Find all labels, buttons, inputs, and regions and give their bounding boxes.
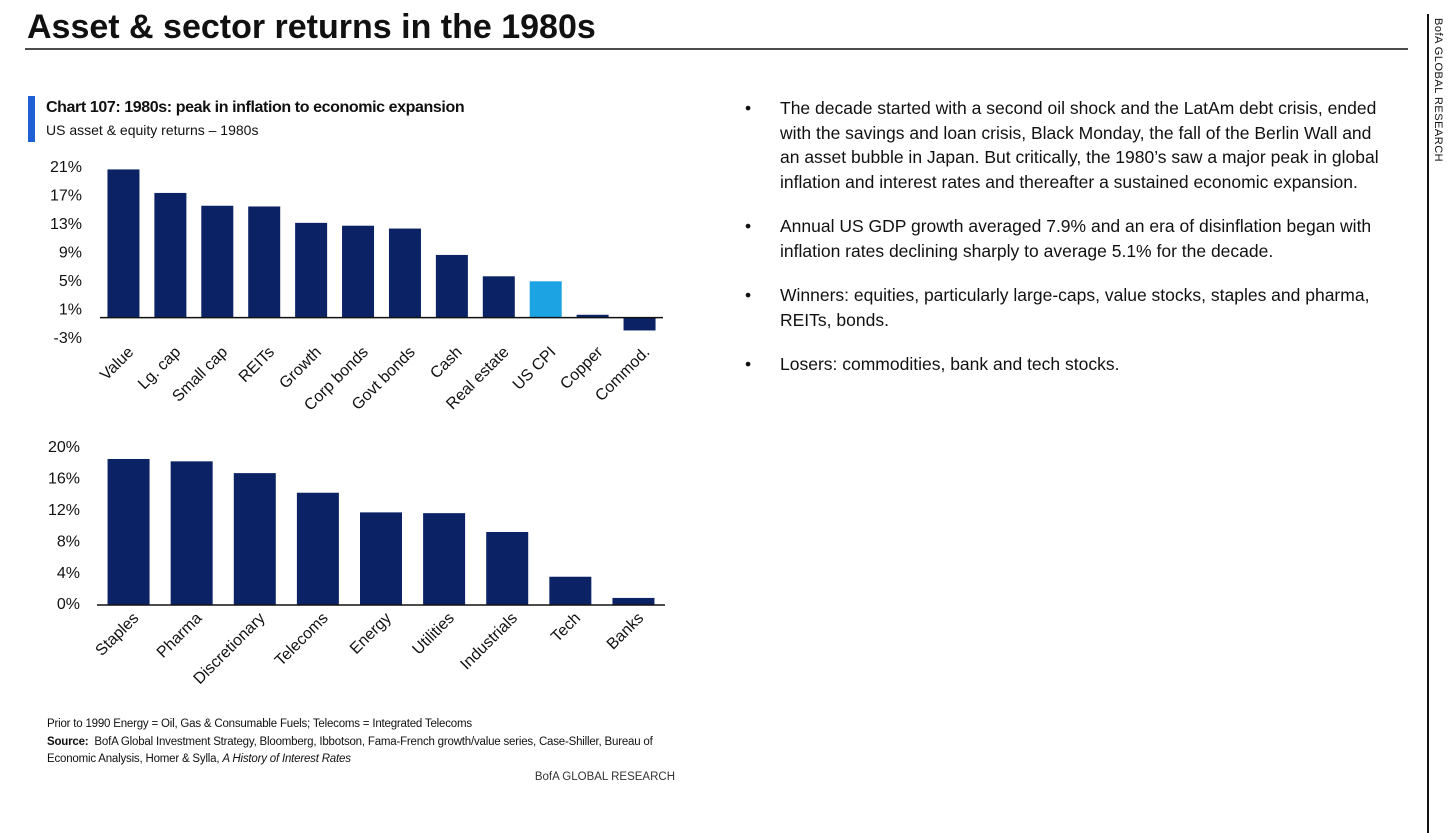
- chart-subtitle: US asset & equity returns – 1980s: [46, 122, 259, 138]
- bar: [296, 492, 339, 605]
- notes: Prior to 1990 Energy = Oil, Gas & Consum…: [47, 716, 687, 769]
- source: Source: BofA Global Investment Strategy,…: [47, 734, 687, 769]
- bullet: Winners: equities, particularly large-ca…: [745, 283, 1385, 332]
- footer: BofA GLOBAL RESEARCH: [534, 771, 675, 783]
- chart-accent: [28, 96, 35, 142]
- x-tick-label: Telecoms: [272, 610, 332, 670]
- page-title: Asset & sector returns in the 1980s: [27, 8, 596, 46]
- x-tick-label: US CPI: [510, 344, 560, 394]
- bar: [233, 473, 276, 605]
- bar: [388, 228, 421, 318]
- y-tick-label: 17%: [50, 188, 82, 205]
- x-tick-label: Industrials: [457, 610, 521, 674]
- y-tick-label: 4%: [57, 565, 80, 582]
- bar: [529, 281, 562, 318]
- bar: [549, 576, 592, 605]
- source-label: Source:: [47, 735, 89, 748]
- bar: [170, 461, 213, 605]
- x-tick-label: Tech: [548, 610, 584, 646]
- bar: [107, 169, 140, 318]
- bar: [248, 206, 281, 318]
- y-tick-label: 5%: [59, 273, 82, 290]
- bar: [435, 254, 468, 318]
- chart-title: Chart 107: 1980s: peak in inflation to e…: [46, 99, 465, 116]
- bar: [576, 314, 609, 318]
- side-label: BofA GLOBAL RESEARCH: [1432, 18, 1444, 163]
- bar: [486, 531, 529, 605]
- y-tick-label: 1%: [59, 302, 82, 319]
- bar: [295, 222, 328, 318]
- y-tick-label: 12%: [48, 502, 80, 519]
- bar: [154, 192, 187, 318]
- bullet: Losers: commodities, bank and tech stock…: [745, 352, 1385, 377]
- bar: [612, 597, 655, 605]
- y-tick-label: 20%: [48, 439, 80, 456]
- y-tick-label: 13%: [50, 216, 82, 233]
- y-tick-label: 9%: [59, 245, 82, 262]
- bar: [423, 513, 466, 605]
- x-tick-label: REITs: [236, 344, 278, 386]
- x-tick-label: Energy: [347, 610, 395, 658]
- source-text: BofA Global Investment Strategy, Bloombe…: [47, 735, 653, 766]
- bar: [107, 458, 150, 605]
- note: Prior to 1990 Energy = Oil, Gas & Consum…: [47, 718, 472, 730]
- bullet: The decade started with a second oil sho…: [745, 96, 1385, 194]
- x-tick-label: Staples: [93, 610, 143, 660]
- x-tick-label: Banks: [604, 610, 647, 653]
- bullet-list: The decade started with a second oil sho…: [745, 96, 1385, 397]
- y-tick-label: 8%: [57, 533, 80, 550]
- bar: [201, 205, 234, 318]
- x-tick-label: Value: [97, 344, 137, 384]
- x-tick-label: Cash: [427, 344, 465, 382]
- bar: [360, 512, 402, 605]
- x-tick-label: Pharma: [154, 610, 206, 662]
- y-tick-label: 0%: [57, 596, 80, 613]
- bar: [342, 225, 375, 318]
- y-tick-label: -3%: [54, 330, 82, 347]
- bullet: Annual US GDP growth averaged 7.9% and a…: [745, 214, 1385, 263]
- y-tick-label: 21%: [50, 159, 82, 176]
- y-tick-label: 16%: [48, 471, 80, 488]
- bar: [623, 317, 656, 331]
- source-italic: A History of Interest Rates: [222, 753, 351, 765]
- bar: [482, 276, 515, 318]
- x-tick-label: Utilities: [409, 610, 457, 658]
